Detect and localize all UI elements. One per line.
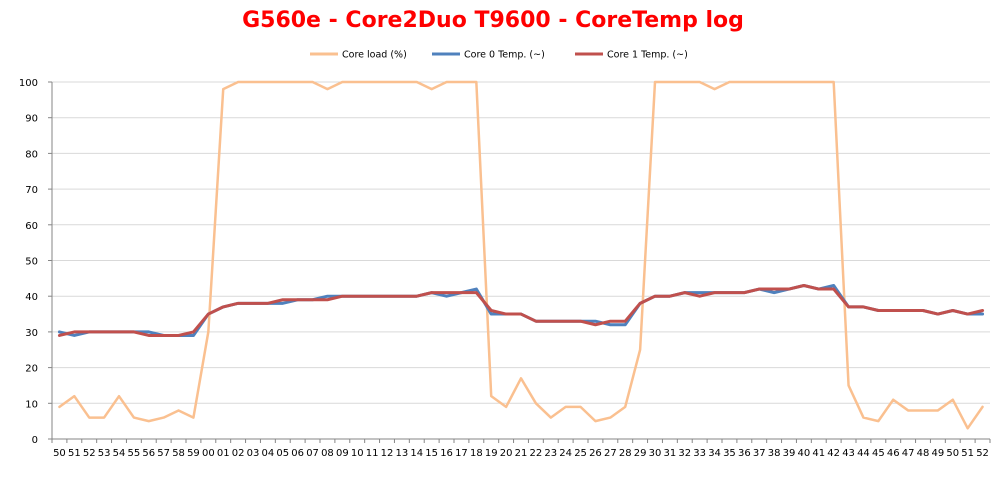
x-tick-label: 58	[172, 448, 185, 459]
x-tick-label: 44	[857, 448, 870, 459]
series-line-2	[57, 283, 985, 337]
x-tick-label: 31	[664, 448, 677, 459]
x-tick-label: 24	[559, 448, 572, 459]
x-tick-label: 41	[812, 448, 825, 459]
x-tick-label: 51	[961, 448, 974, 459]
legend: Core load (%) Core 0 Temp. (~) Core 1 Temp…	[310, 50, 688, 61]
y-tick-label: 30	[25, 328, 38, 339]
x-tick-label: 40	[798, 448, 811, 459]
y-axis-ticks: 0 10 20 30 40 50 60 70 80 90 100	[19, 78, 52, 446]
y-tick-label: 20	[25, 364, 38, 375]
x-tick-label: 02	[232, 448, 245, 459]
x-tick-label: 43	[842, 448, 855, 459]
x-tick-label: 19	[485, 448, 498, 459]
legend-label: Core 0 Temp. (~)	[464, 50, 545, 61]
x-tick-label: 35	[723, 448, 736, 459]
x-tick-label: 09	[336, 448, 349, 459]
x-tick-label: 14	[410, 448, 423, 459]
x-tick-label: 55	[128, 448, 141, 459]
x-tick-label: 23	[544, 448, 557, 459]
x-tick-label: 33	[693, 448, 706, 459]
x-tick-label: 27	[604, 448, 617, 459]
y-tick-label: 10	[25, 399, 38, 410]
x-tick-label: 45	[872, 448, 885, 459]
x-tick-label: 36	[738, 448, 751, 459]
x-tick-label: 52	[976, 448, 989, 459]
x-tick-label: 37	[753, 448, 766, 459]
x-tick-label: 20	[500, 448, 513, 459]
x-tick-label: 16	[440, 448, 453, 459]
x-tick-label: 56	[142, 448, 155, 459]
x-tick-label: 07	[306, 448, 319, 459]
x-tick-label: 11	[366, 448, 379, 459]
gridlines	[52, 81, 990, 404]
y-tick-label: 60	[25, 221, 38, 232]
x-tick-label: 01	[217, 448, 230, 459]
x-tick-label: 48	[917, 448, 930, 459]
x-tick-label: 15	[425, 448, 438, 459]
x-tick-label: 18	[470, 448, 483, 459]
x-tick-label: 03	[247, 448, 260, 459]
x-tick-label: 26	[589, 448, 602, 459]
x-tick-label: 22	[530, 448, 543, 459]
y-tick-label: 40	[25, 292, 38, 303]
x-tick-label: 00	[202, 448, 215, 459]
y-tick-label: 100	[19, 78, 38, 89]
x-tick-label: 21	[515, 448, 528, 459]
x-tick-label: 42	[827, 448, 840, 459]
x-tick-label: 05	[276, 448, 289, 459]
x-tick-label: 17	[455, 448, 468, 459]
series-lines	[57, 80, 985, 430]
x-tick-label: 10	[351, 448, 364, 459]
y-tick-label: 90	[25, 114, 38, 125]
x-tick-label: 49	[932, 448, 945, 459]
x-tick-label: 57	[157, 448, 170, 459]
y-tick-label: 80	[25, 149, 38, 160]
x-tick-label: 12	[381, 448, 394, 459]
x-tick-label: 47	[902, 448, 915, 459]
x-tick-label: 32	[678, 448, 691, 459]
y-tick-label: 70	[25, 185, 38, 196]
x-tick-label: 52	[83, 448, 96, 459]
x-tick-label: 08	[321, 448, 334, 459]
x-tick-label: 46	[887, 448, 900, 459]
x-tick-label: 28	[619, 448, 632, 459]
x-tick-label: 50	[53, 448, 66, 459]
legend-label: Core load (%)	[342, 50, 407, 61]
x-tick-label: 54	[113, 448, 126, 459]
x-tick-label: 34	[708, 448, 721, 459]
x-tick-label: 50	[946, 448, 959, 459]
y-tick-label: 0	[32, 435, 38, 446]
x-tick-label: 59	[187, 448, 200, 459]
y-tick-label: 50	[25, 257, 38, 268]
x-tick-label: 29	[634, 448, 647, 459]
chart-title: G560e - Core2Duo T9600 - CoreTemp log	[242, 8, 744, 33]
x-axis-ticks: 50 51 52 53 54 55 56 57 58 59 00 01 02 03 04 05 06 07 08 09…	[51, 439, 991, 459]
x-tick-label: 04	[262, 448, 275, 459]
x-tick-label: 13	[396, 448, 409, 459]
x-tick-label: 06	[291, 448, 304, 459]
x-tick-label: 39	[783, 448, 796, 459]
x-tick-label: 30	[649, 448, 662, 459]
x-tick-label: 38	[768, 448, 781, 459]
series-line-0	[58, 80, 984, 430]
x-tick-label: 53	[98, 448, 111, 459]
x-tick-label: 25	[574, 448, 587, 459]
legend-label: Core 1 Temp. (~)	[607, 50, 688, 61]
x-tick-label: 51	[68, 448, 81, 459]
